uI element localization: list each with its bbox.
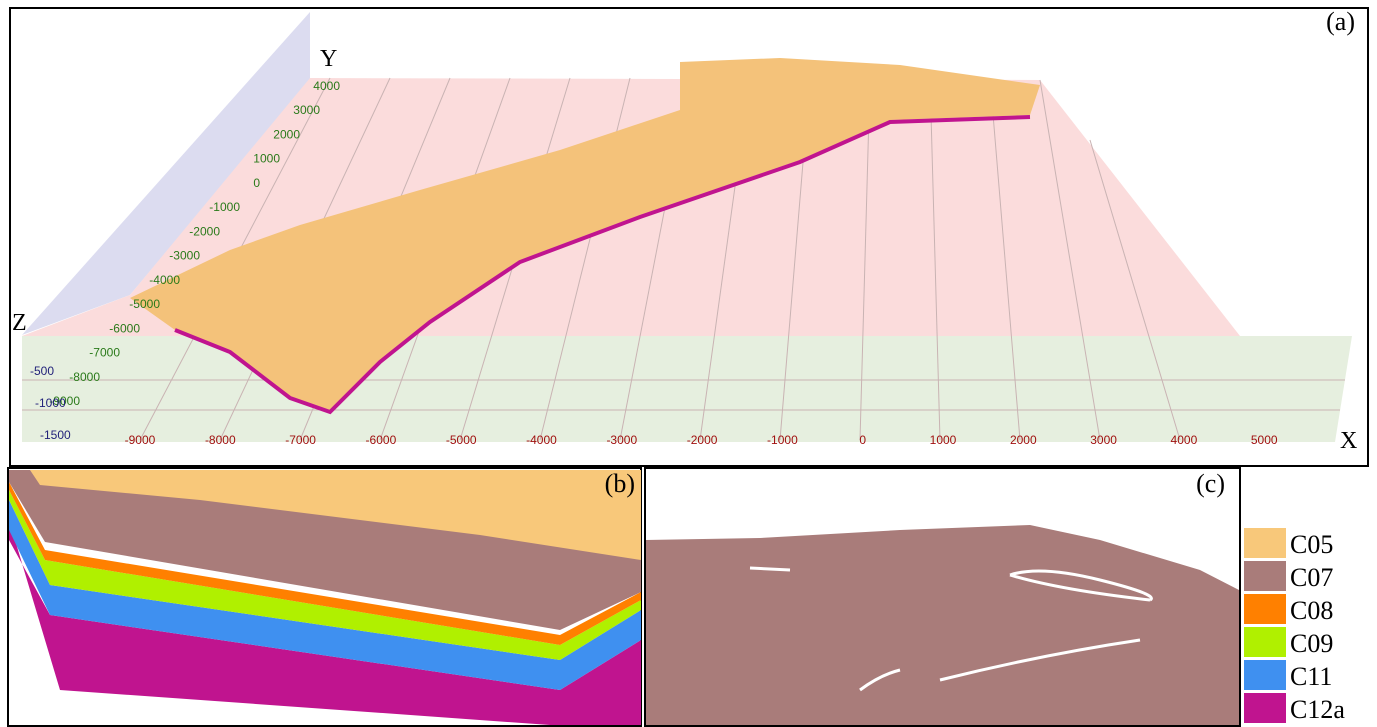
x-tick-label: -7000	[285, 433, 316, 447]
legend-label: C05	[1290, 530, 1333, 559]
y-tick-label: -8000	[69, 370, 100, 384]
y-tick-label: -5000	[129, 297, 160, 311]
legend-label: C09	[1290, 629, 1333, 658]
figure: (a) X Y Z -9000-8000-7000-6000-5000-4000…	[0, 0, 1377, 727]
x-tick-label: -4000	[526, 433, 557, 447]
y-tick-label: 3000	[293, 103, 320, 117]
y-tick-label: 2000	[273, 127, 300, 141]
y-tick-label: -7000	[89, 346, 120, 360]
y-tick-label: -4000	[149, 273, 180, 287]
x-tick-label: -1000	[767, 433, 798, 447]
z-tick-label: -500	[30, 364, 54, 378]
legend-label: C07	[1290, 563, 1333, 592]
axis-label: Z	[12, 310, 27, 336]
axis-label: Y	[320, 46, 337, 72]
x-tick-label: -5000	[446, 433, 477, 447]
panel-label: (a)	[1326, 7, 1355, 36]
panel-label: (b)	[605, 469, 635, 498]
y-tick-label: -6000	[109, 321, 140, 335]
legend-swatch	[1244, 528, 1286, 558]
y-tick-label: 0	[253, 176, 260, 190]
x-tick-label: -2000	[687, 433, 718, 447]
legend-swatch	[1244, 561, 1286, 591]
legend-swatch	[1244, 660, 1286, 690]
x-tick-label: 4000	[1171, 433, 1198, 447]
front-plane	[22, 336, 1352, 442]
x-tick-label: -8000	[205, 433, 236, 447]
x-tick-label: 2000	[1010, 433, 1037, 447]
legend-swatch	[1244, 693, 1286, 723]
x-tick-label: 5000	[1251, 433, 1278, 447]
y-tick-label: 1000	[253, 152, 280, 166]
x-tick-label: 1000	[930, 433, 957, 447]
y-tick-label: -1000	[209, 200, 240, 214]
panel-label: (c)	[1196, 469, 1225, 498]
z-tick-label: -1000	[35, 396, 66, 410]
legend-swatch	[1244, 627, 1286, 657]
legend-swatch	[1244, 594, 1286, 624]
axis-label: X	[1340, 428, 1357, 454]
x-tick-label: 0	[859, 433, 866, 447]
legend-label: C12a	[1290, 695, 1345, 724]
x-tick-label: -9000	[125, 433, 156, 447]
x-tick-label: -3000	[606, 433, 637, 447]
y-tick-label: -3000	[169, 249, 200, 263]
x-tick-label: 3000	[1090, 433, 1117, 447]
y-tick-label: -2000	[189, 224, 220, 238]
x-tick-label: -6000	[366, 433, 397, 447]
z-tick-label: -1500	[40, 428, 71, 442]
legend-label: C11	[1290, 662, 1332, 691]
legend-label: C08	[1290, 596, 1333, 625]
y-tick-label: 4000	[313, 79, 340, 93]
